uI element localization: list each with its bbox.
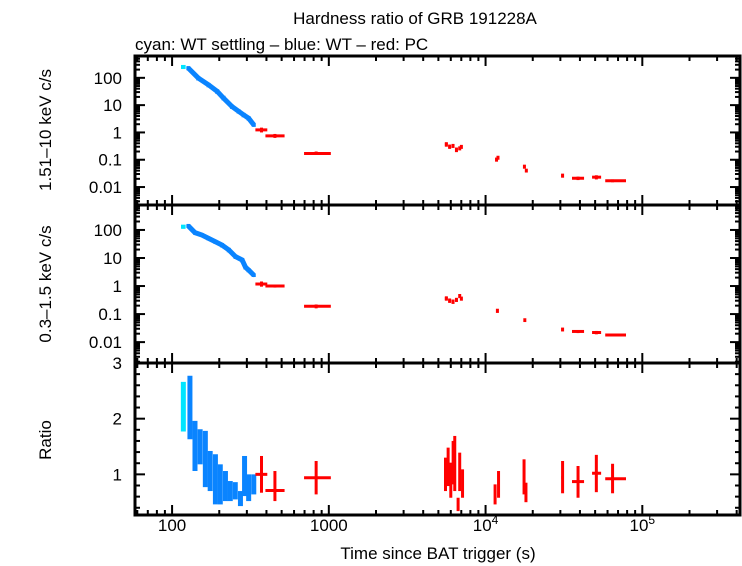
wt-trend-line — [186, 66, 256, 127]
panel-2-marks — [180, 375, 627, 512]
panel-0-frame — [133, 54, 742, 207]
x-tick-label: 1000 — [310, 516, 348, 535]
chart-subtitle: cyan: WT settling – blue: WT – red: PC — [135, 35, 428, 54]
y-tick-label: 1 — [113, 465, 122, 484]
y-tick-label: 0.01 — [89, 333, 122, 352]
panel-1-frame — [133, 203, 742, 365]
y-tick-label: 2 — [113, 410, 122, 429]
y-tick-label: 100 — [94, 221, 122, 240]
y-tick-label: 3 — [113, 354, 122, 373]
y-tick-label: 1 — [113, 123, 122, 142]
y-axis-label-soft: 0.3–1.5 keV c/s — [36, 225, 55, 342]
y-tick-label: 0.1 — [98, 305, 122, 324]
x-axis-label: Time since BAT trigger (s) — [340, 544, 535, 563]
x-tick-exponent: 5 — [648, 513, 655, 527]
panel-0-marks — [181, 64, 627, 183]
chart-title: Hardness ratio of GRB 191228A — [293, 9, 537, 28]
y-tick-label: 0.01 — [89, 178, 122, 197]
x-tick-label: 105 — [630, 513, 656, 535]
y-tick-label: 100 — [94, 69, 122, 88]
y-axis-label-hard: 1.51–10 keV c/s — [36, 69, 55, 191]
y-tick-label: 0.1 — [98, 151, 122, 170]
x-tick-exponent: 4 — [492, 513, 499, 527]
y-tick-label: 10 — [103, 96, 122, 115]
y-tick-label: 10 — [103, 249, 122, 268]
y-axis-label-ratio: Ratio — [36, 420, 55, 460]
y-tick-label: 1 — [113, 277, 122, 296]
x-tick-label: 100 — [158, 516, 186, 535]
x-tick-label: 104 — [473, 513, 499, 535]
panel-1-marks — [181, 223, 627, 337]
